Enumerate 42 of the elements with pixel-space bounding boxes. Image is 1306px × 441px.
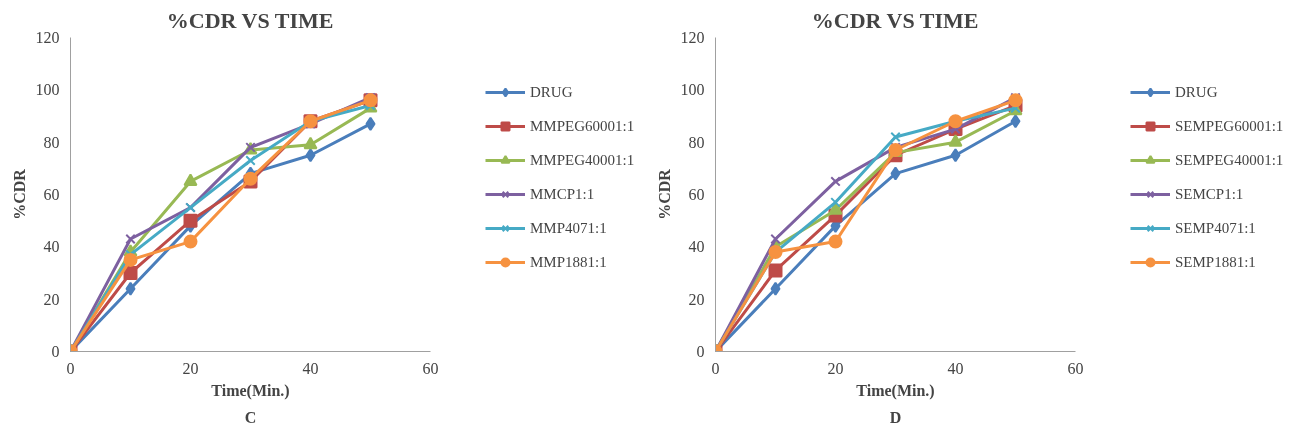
legend-label: MMCP1:1 [530,185,595,203]
x-tick-label: 60 [1067,359,1084,377]
legend-label: SEMCP1:1 [1175,185,1244,203]
y-axis-title: %CDR [10,168,28,220]
legend-label: SEMP4071:1 [1175,219,1256,237]
y-tick-label: 80 [43,133,60,151]
y-tick-label: 20 [43,290,60,308]
legend-label: MMP1881:1 [530,253,607,271]
legend-label: SEMP1881:1 [1175,253,1256,271]
chart-title: %CDR VS TIME [166,7,334,33]
legend-label: MMPEG60001:1 [530,117,635,135]
legend-label: DRUG [530,83,573,101]
y-tick-label: 0 [51,343,60,360]
legend-label: MMPEG40001:1 [530,151,635,169]
y-tick-label: 20 [688,290,705,308]
legend-label: SEMPEG60001:1 [1175,117,1284,135]
chart-title: %CDR VS TIME [811,7,979,33]
x-axis-title: Time(Min.) [211,381,290,400]
y-tick-label: 0 [696,343,705,360]
y-tick-label: 60 [688,186,705,203]
legend-label: MMP4071:1 [530,219,607,237]
legend-label: DRUG [1175,83,1218,101]
y-tick-label: 100 [680,81,705,99]
x-tick-label: 0 [711,359,720,377]
y-tick-label: 80 [688,133,705,151]
y-axis-title: %CDR [655,168,673,220]
y-tick-label: 120 [680,29,705,46]
y-tick-label: 120 [35,29,60,46]
text: D [889,408,902,426]
x-tick-label: 20 [827,359,844,377]
y-tick-label: 40 [43,238,60,256]
x-tick-label: 40 [302,359,319,377]
y-tick-label: 60 [43,186,60,203]
x-tick-label: 60 [422,359,439,377]
x-tick-label: 40 [947,359,964,377]
legend-label: SEMPEG40001:1 [1175,151,1284,169]
y-tick-label: 40 [688,238,705,256]
y-tick-label: 100 [35,81,60,99]
x-axis-title: Time(Min.) [856,381,935,400]
x-tick-label: 0 [66,359,75,377]
x-tick-label: 20 [182,359,199,377]
text: C [244,408,257,426]
